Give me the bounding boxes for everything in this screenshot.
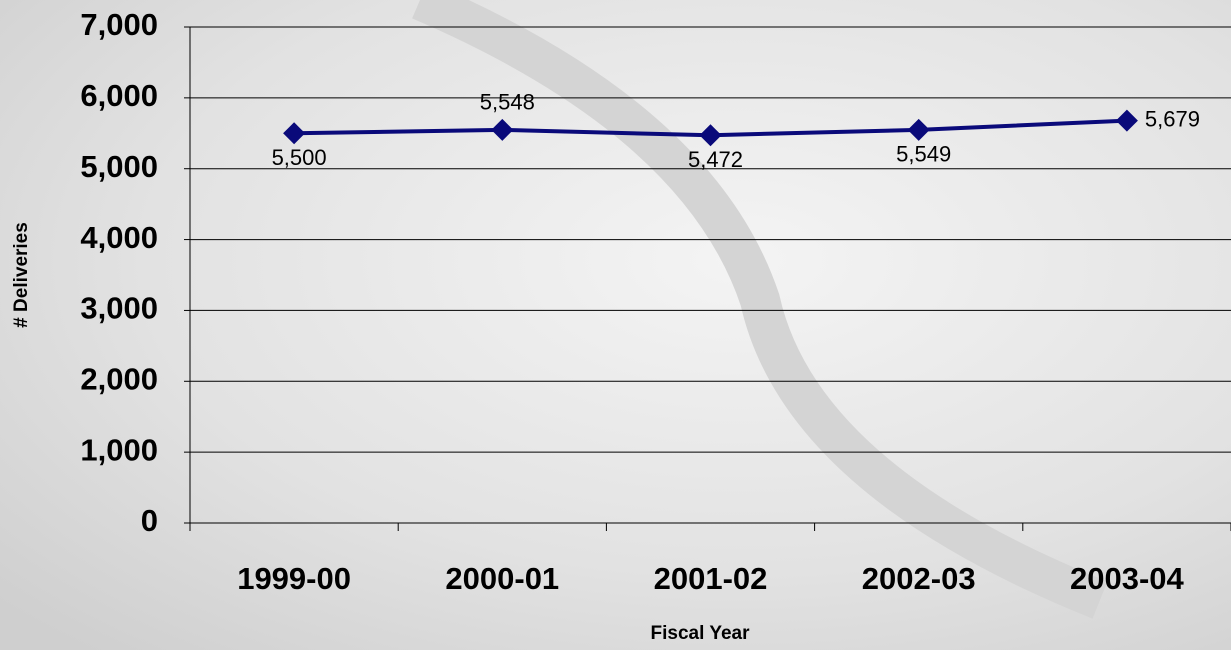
data-point [907,118,930,141]
data-point [699,124,722,147]
y-tick-label: 0 [141,503,158,538]
data-label: 5,548 [480,90,535,115]
y-tick-label: 5,000 [80,149,158,184]
data-point [491,118,514,141]
y-tick-label: 4,000 [80,220,158,255]
data-label: 5,679 [1145,106,1200,131]
y-axis-title: # Deliveries [11,222,32,328]
x-tick-label: 1999-00 [237,561,351,596]
y-tick-label: 6,000 [80,78,158,113]
x-tick-label: 2001-02 [654,561,768,596]
data-label: 5,549 [896,142,951,167]
y-tick-label: 3,000 [80,291,158,326]
y-tick-label: 7,000 [80,7,158,42]
data-label: 5,472 [688,147,743,172]
y-tick-label: 2,000 [80,361,158,396]
data-point [1115,109,1138,132]
y-tick-label: 1,000 [80,432,158,467]
background-decoration [412,0,1108,619]
x-tick-label: 2000-01 [445,561,559,596]
x-tick-label: 2003-04 [1070,561,1185,596]
data-label: 5,500 [272,145,327,170]
x-axis-title: Fiscal Year [651,623,751,644]
x-tick-label: 2002-03 [862,561,976,596]
data-point [283,122,306,145]
